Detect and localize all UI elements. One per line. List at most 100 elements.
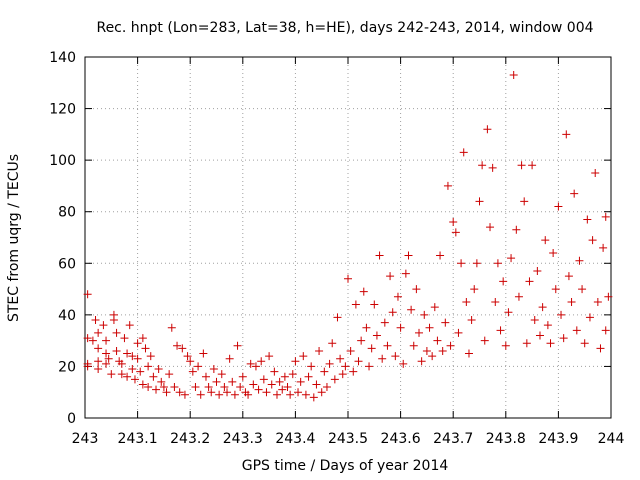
data-point-marker: [272, 390, 281, 399]
data-point-marker: [296, 377, 305, 386]
data-point-marker: [357, 336, 366, 345]
data-point-marker: [107, 370, 116, 379]
data-point-marker: [443, 181, 452, 190]
data-point-marker: [522, 339, 531, 348]
data-point-marker: [559, 334, 568, 343]
data-point-marker: [320, 367, 329, 376]
data-point-marker: [336, 354, 345, 363]
data-point-marker: [312, 380, 321, 389]
data-point-marker: [517, 161, 526, 170]
data-point-marker: [112, 346, 121, 355]
data-point-marker: [249, 380, 258, 389]
data-point-marker: [428, 352, 437, 361]
data-point-marker: [130, 375, 139, 384]
data-point-marker: [94, 365, 103, 374]
data-point-marker: [270, 367, 279, 376]
data-point-marker: [467, 316, 476, 325]
data-point-marker: [585, 313, 594, 322]
data-point-marker: [180, 390, 189, 399]
data-point-marker: [109, 316, 118, 325]
data-point-marker: [294, 388, 303, 397]
x-tick-label: 243.9: [538, 431, 578, 447]
data-point-marker: [588, 236, 597, 245]
data-point-marker: [83, 334, 92, 343]
data-point-marker: [307, 362, 316, 371]
data-point-marker: [449, 218, 458, 227]
x-tick-label: 243: [72, 431, 99, 447]
data-point-marker: [152, 385, 161, 394]
data-point-marker: [457, 259, 466, 268]
y-axis-label: STEC from uqrg / TECUs: [6, 154, 22, 322]
data-point-marker: [99, 321, 108, 330]
data-point-marker: [433, 336, 442, 345]
data-point-marker: [102, 349, 111, 358]
data-point-marker: [422, 346, 431, 355]
x-axis-label: GPS time / Days of year 2014: [242, 458, 449, 474]
data-point-marker: [173, 341, 182, 350]
data-point-marker: [238, 372, 247, 381]
y-tick-label: 80: [58, 205, 76, 221]
data-point-marker: [125, 321, 134, 330]
data-points: [83, 71, 613, 402]
data-point-marker: [541, 236, 550, 245]
grid-lines: [85, 57, 611, 418]
data-point-marker: [215, 390, 224, 399]
data-point-marker: [451, 228, 460, 237]
data-point-marker: [144, 362, 153, 371]
data-point-marker: [417, 357, 426, 366]
data-point-marker: [133, 339, 142, 348]
data-point-marker: [123, 349, 132, 358]
data-point-marker: [525, 277, 534, 286]
data-point-marker: [386, 272, 395, 281]
data-point-marker: [244, 390, 253, 399]
data-point-marker: [388, 308, 397, 317]
data-point-marker: [159, 383, 168, 392]
data-point-marker: [404, 251, 413, 260]
y-tick-label: 60: [58, 256, 76, 272]
data-point-marker: [278, 385, 287, 394]
data-point-marker: [94, 344, 103, 353]
data-point-marker: [480, 336, 489, 345]
data-point-marker: [430, 303, 439, 312]
data-point-marker: [104, 354, 113, 363]
y-tick-label: 0: [67, 411, 76, 427]
data-point-marker: [601, 212, 610, 221]
x-tick-label: 243.8: [486, 431, 526, 447]
x-tick-label: 243.1: [118, 431, 158, 447]
y-axis-tick-labels: 0 20 40 60 80 100 120 140: [49, 50, 76, 427]
data-point-marker: [301, 390, 310, 399]
data-point-marker: [117, 370, 126, 379]
data-point-marker: [112, 328, 121, 337]
data-point-marker: [486, 223, 495, 232]
data-point-marker: [438, 346, 447, 355]
data-point-marker: [514, 292, 523, 301]
data-point-marker: [94, 328, 103, 337]
data-point-marker: [459, 148, 468, 157]
data-point-marker: [102, 359, 111, 368]
data-point-marker: [351, 300, 360, 309]
data-point-marker: [436, 251, 445, 260]
data-point-marker: [564, 272, 573, 281]
data-point-marker: [157, 377, 166, 386]
plot-frame: [84, 56, 612, 419]
data-point-marker: [141, 344, 150, 353]
data-point-marker: [383, 341, 392, 350]
x-tick-label: 243.7: [433, 431, 473, 447]
data-point-marker: [128, 352, 137, 361]
data-point-marker: [330, 375, 339, 384]
data-point-marker: [291, 357, 300, 366]
data-point-marker: [117, 359, 126, 368]
data-point-marker: [349, 367, 358, 376]
data-point-marker: [604, 292, 613, 301]
data-point-marker: [146, 352, 155, 361]
data-point-marker: [478, 161, 487, 170]
y-tick-label: 20: [58, 359, 76, 375]
data-point-marker: [254, 385, 263, 394]
data-point-marker: [599, 243, 608, 252]
data-point-marker: [162, 388, 171, 397]
data-point-marker: [580, 339, 589, 348]
data-point-marker: [596, 344, 605, 353]
data-point-marker: [223, 388, 232, 397]
data-point-marker: [315, 346, 324, 355]
